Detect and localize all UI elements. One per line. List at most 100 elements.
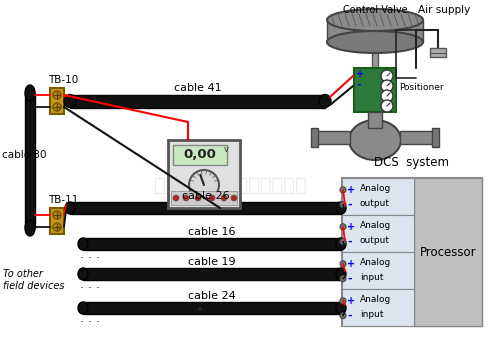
Circle shape [221,195,227,201]
Text: -: - [356,80,360,90]
Text: cable 26: cable 26 [182,191,230,201]
Text: input: input [360,310,384,319]
Circle shape [340,202,346,208]
Text: output: output [360,236,390,245]
Bar [327,20,423,42]
Text: · · ·: · · · [80,252,100,264]
Text: Control Valve: Control Valve [342,5,407,15]
Text: +: + [347,259,355,269]
Bar [400,131,435,144]
Text: v: v [224,145,229,155]
Circle shape [381,100,393,112]
Bar [50,208,64,234]
Bar [311,128,318,147]
Bar [171,191,237,205]
Ellipse shape [78,238,88,250]
Ellipse shape [327,9,423,31]
Text: A: A [198,307,202,312]
Text: +: + [347,222,355,232]
Text: Processor: Processor [420,245,476,259]
Bar [430,48,446,57]
Text: TB-10: TB-10 [48,75,78,85]
Text: 泰安宏盛自动化科技有限公司: 泰安宏盛自动化科技有限公司 [154,176,306,195]
Text: To other
field devices: To other field devices [3,269,64,291]
Text: cable 41: cable 41 [174,83,222,93]
Ellipse shape [336,238,346,250]
Ellipse shape [64,95,76,107]
Circle shape [340,261,346,267]
Circle shape [381,90,393,102]
Bar [432,128,439,147]
Text: +: + [347,296,355,306]
Bar [83,268,341,280]
Circle shape [340,239,346,245]
Ellipse shape [319,95,331,107]
Ellipse shape [327,31,423,53]
Ellipse shape [25,85,35,101]
Bar [414,178,482,326]
Text: cable 24: cable 24 [188,291,236,301]
Circle shape [53,223,61,231]
Circle shape [340,187,346,193]
Ellipse shape [336,268,346,280]
Bar [83,238,341,250]
Text: cable 30: cable 30 [2,150,46,160]
Ellipse shape [78,302,88,314]
Text: +: + [347,185,355,195]
Circle shape [53,211,61,219]
Bar [354,68,396,112]
Bar [83,302,341,314]
Text: Analog: Analog [360,221,391,230]
Bar [342,252,414,289]
Circle shape [53,91,61,99]
Text: 0,00: 0,00 [184,148,216,161]
Circle shape [381,80,393,92]
Text: Analog: Analog [360,295,391,304]
Circle shape [173,195,179,201]
Text: -: - [347,200,352,210]
Ellipse shape [78,268,88,280]
Bar [70,202,341,214]
Bar [168,140,240,208]
Bar [372,42,378,70]
Circle shape [189,170,219,200]
Circle shape [195,195,201,201]
Circle shape [231,195,237,201]
Circle shape [209,195,215,201]
Ellipse shape [336,202,346,214]
Text: · · ·: · · · [80,316,100,328]
Bar [342,215,414,252]
Text: -: - [347,311,352,321]
Circle shape [340,298,346,304]
Text: cable 16: cable 16 [188,227,236,237]
Text: -: - [347,237,352,247]
Text: · · ·: · · · [80,281,100,295]
Text: W: W [174,196,180,201]
Bar [173,145,227,165]
Text: Analog: Analog [360,258,391,267]
Bar [25,93,35,228]
Circle shape [183,195,189,201]
Bar [342,178,482,326]
Text: DCS  system: DCS system [374,156,450,169]
Ellipse shape [349,120,401,160]
Bar [50,88,64,114]
Circle shape [381,70,393,82]
Text: TB-11: TB-11 [48,195,78,205]
Circle shape [53,103,61,111]
Text: output: output [360,199,390,208]
Text: +: + [356,69,364,79]
Bar [315,131,350,144]
Bar [368,112,382,128]
Text: Air supply: Air supply [418,5,470,15]
Text: Analog: Analog [360,184,391,193]
Circle shape [340,276,346,282]
Circle shape [340,313,346,319]
Bar [342,289,414,326]
Ellipse shape [65,202,75,214]
Ellipse shape [336,302,346,314]
Circle shape [340,224,346,230]
Text: Positioner: Positioner [399,83,444,93]
Text: cable 19: cable 19 [188,257,236,267]
Text: -: - [347,274,352,284]
